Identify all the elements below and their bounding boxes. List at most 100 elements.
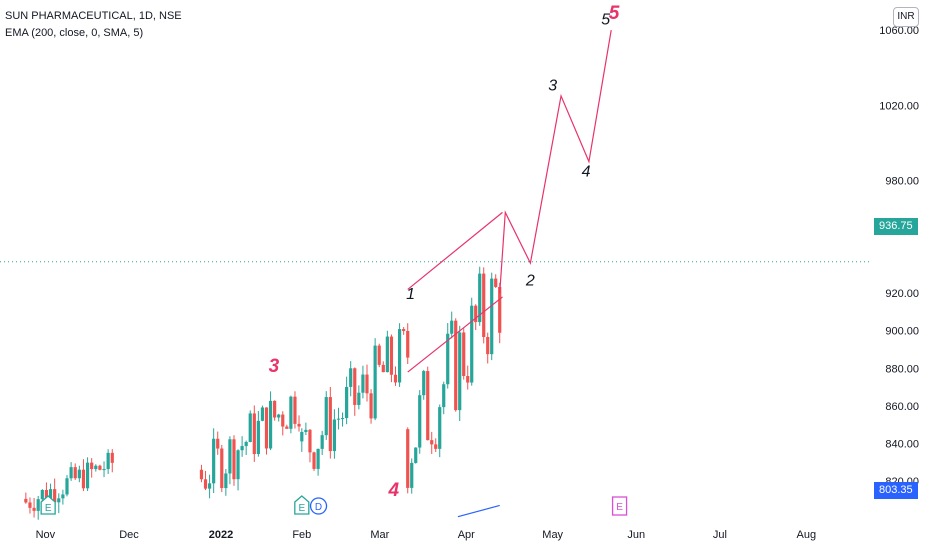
- candle-body: [81, 469, 86, 489]
- candle-body: [300, 431, 304, 442]
- candle-body: [328, 397, 332, 452]
- price-tick-label: 980.00: [885, 175, 919, 187]
- earnings-icon: [40, 495, 56, 515]
- earnings-future-icon-label: E: [616, 502, 623, 513]
- candle-body: [389, 336, 394, 375]
- candle-body: [316, 448, 320, 469]
- candle-body: [434, 444, 438, 449]
- candle-body: [65, 478, 69, 495]
- wave-label: 4: [388, 480, 400, 501]
- ema-line: [457, 504, 500, 518]
- candle-body: [345, 386, 349, 419]
- candle-body: [232, 439, 236, 480]
- wave-label: 4: [582, 164, 591, 181]
- earnings-future-icon: [611, 496, 628, 516]
- time-tick-label: Mar: [370, 529, 389, 541]
- time-tick-label: Nov: [36, 529, 56, 541]
- earnings-icon-label: E: [45, 503, 52, 514]
- price-axis: 820.00840.00860.00880.00900.00920.00980.…: [879, 25, 919, 488]
- candle-body: [102, 469, 106, 471]
- candle-body: [110, 452, 114, 463]
- candle-body: [61, 494, 65, 499]
- indicator-legend[interactable]: EMA (200, close, 0, SMA, 5): [5, 27, 144, 39]
- candle-body: [216, 438, 220, 449]
- candle-body: [312, 452, 316, 469]
- price-tick-label: 1060.00: [879, 25, 919, 37]
- wave-label: 5: [601, 12, 610, 29]
- candle-body: [357, 392, 361, 405]
- candle-body: [478, 273, 482, 323]
- dividend-icon-label: D: [315, 502, 322, 513]
- candle-body: [289, 396, 293, 429]
- candle-body: [458, 332, 462, 411]
- candle-body: [260, 407, 265, 421]
- candle-body: [381, 364, 385, 373]
- candle-body: [494, 278, 498, 287]
- wave-label: 1: [406, 286, 415, 303]
- candle-body: [94, 465, 98, 470]
- candle-body: [44, 489, 49, 501]
- currency-badge[interactable]: INR: [893, 7, 919, 27]
- candle-body: [240, 446, 244, 451]
- price-tick-label: 900.00: [885, 326, 919, 338]
- candle-body: [438, 407, 442, 449]
- candle-body: [77, 469, 81, 479]
- time-axis: Nov Dec 2022 Feb Mar Apr May Jun Jul Aug: [36, 529, 817, 541]
- candle-body: [393, 374, 398, 383]
- candle-body: [69, 467, 73, 479]
- channel-lower-line: [407, 296, 503, 373]
- candle-body: [454, 320, 458, 411]
- wave-label: 3: [269, 356, 280, 377]
- candle-body: [446, 333, 450, 385]
- time-tick-label: Aug: [797, 529, 817, 541]
- candle-body: [474, 305, 478, 323]
- price-tick-label: 920.00: [885, 288, 919, 300]
- time-tick-label: 2022: [209, 529, 233, 541]
- candle-body: [297, 423, 301, 427]
- candle-body: [414, 447, 418, 463]
- channel-upper-line: [407, 211, 503, 290]
- candle-body: [207, 483, 212, 489]
- symbol-title: SUN PHARMACEUTICAL, 1D, NSE: [5, 10, 182, 22]
- earnings-icon: [294, 495, 310, 515]
- candle-body: [281, 414, 285, 427]
- candle-body: [57, 498, 61, 503]
- candle-body: [430, 440, 434, 445]
- candle-body: [273, 400, 277, 418]
- candle-body: [48, 489, 53, 501]
- candle-body: [418, 395, 422, 448]
- earnings-icon-label: E: [298, 503, 305, 514]
- candle-body: [293, 396, 297, 424]
- time-tick-label: Jun: [627, 529, 645, 541]
- candle-body: [361, 374, 365, 393]
- candle-body: [199, 469, 204, 480]
- candle-body: [40, 489, 44, 500]
- candle-body: [32, 507, 36, 511]
- candle-body: [482, 273, 486, 338]
- dividend-icon: [309, 497, 328, 515]
- time-tick-label: Jul: [713, 529, 727, 541]
- wave-label: 5: [609, 3, 620, 24]
- candle-body: [73, 467, 77, 479]
- candle-body: [486, 337, 490, 355]
- candle-body: [203, 479, 208, 489]
- candle-body: [406, 429, 410, 488]
- candle-body: [285, 426, 289, 429]
- candle-body: [470, 305, 474, 383]
- time-tick-label: Apr: [458, 529, 475, 541]
- candle-body: [308, 429, 312, 453]
- candle-body: [336, 418, 341, 420]
- candle-body: [320, 435, 324, 449]
- candle-body: [264, 407, 269, 449]
- last-price-badge: 936.75: [874, 218, 918, 235]
- wave-label: 2: [525, 273, 535, 290]
- candle-body: [24, 498, 28, 503]
- candle-body: [224, 473, 228, 489]
- candle-body: [85, 462, 90, 489]
- candle-body: [256, 420, 260, 455]
- price-tick-label: 1020.00: [879, 100, 919, 112]
- price-tick-label: 880.00: [885, 363, 919, 375]
- candle-body: [422, 371, 426, 396]
